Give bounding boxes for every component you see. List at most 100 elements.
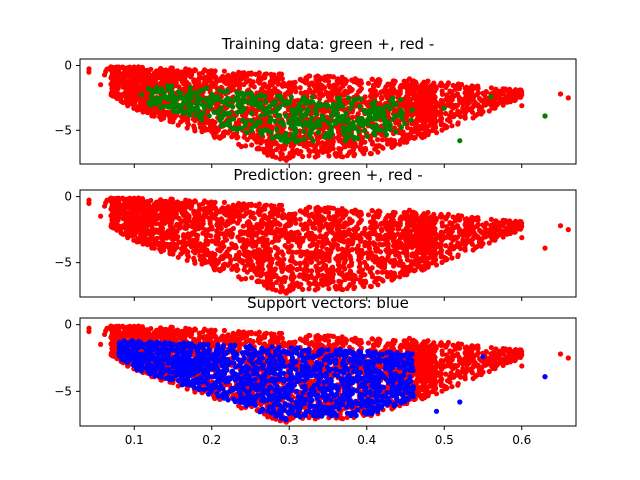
positive-point [272, 98, 278, 105]
positive-point [239, 125, 245, 131]
data-point [185, 252, 191, 258]
positive-point [364, 121, 370, 127]
positive-point [148, 93, 154, 99]
positive-point [207, 104, 213, 110]
data-point [452, 111, 458, 118]
data-point [425, 109, 431, 115]
data-point [131, 195, 137, 201]
data-point [316, 77, 323, 83]
positive-point [329, 105, 335, 111]
positive-point [185, 97, 191, 103]
positive-point [283, 113, 289, 119]
data-point [444, 82, 450, 88]
positive-point [396, 112, 402, 118]
data-point [500, 87, 506, 93]
data-point [316, 260, 322, 266]
data-point [219, 133, 225, 139]
data-point [375, 137, 381, 143]
positive-point [240, 91, 246, 97]
data-point [448, 98, 454, 104]
data-point [511, 94, 517, 100]
data-point [458, 109, 464, 115]
data-point [406, 104, 412, 110]
positive-point [169, 89, 175, 95]
positive-point [138, 92, 145, 98]
data-point [306, 153, 312, 159]
data-point [417, 96, 423, 103]
data-point [110, 88, 116, 94]
data-point [246, 78, 252, 84]
positive-point [267, 115, 274, 121]
data-point [384, 95, 390, 101]
data-point [414, 111, 420, 117]
data-point [462, 89, 468, 95]
positive-point [341, 114, 347, 120]
positive-point [199, 87, 205, 93]
data-point [517, 94, 524, 100]
positive-point [374, 127, 380, 133]
data-point [443, 243, 449, 249]
positive-point [373, 110, 380, 116]
data-point [475, 234, 481, 240]
data-point [428, 82, 435, 89]
data-point [137, 84, 143, 91]
positive-point [199, 112, 205, 118]
positive-point [269, 135, 275, 141]
data-point [163, 109, 170, 115]
positive-point [369, 101, 375, 107]
positive-point [178, 104, 184, 111]
data-point [268, 71, 274, 77]
data-point [200, 201, 206, 207]
data-point [435, 109, 441, 115]
data-point [131, 69, 137, 75]
data-point [279, 207, 285, 213]
positive-point [187, 112, 193, 118]
y-tick-label: −5 [54, 123, 72, 137]
data-point [392, 78, 398, 84]
data-point [298, 253, 304, 259]
data-point [306, 286, 312, 292]
data-point [309, 80, 315, 86]
data-point [312, 84, 318, 90]
positive-point [278, 96, 284, 102]
positive-point [343, 110, 349, 116]
data-point [282, 228, 288, 234]
positive-point [180, 110, 186, 116]
y-tick-label: 0 [64, 58, 72, 72]
positive-point [393, 129, 399, 135]
data-point [336, 146, 342, 152]
data-point [257, 80, 263, 86]
data-point [409, 253, 415, 259]
data-point [379, 96, 385, 102]
data-point [375, 269, 381, 275]
data-point [120, 84, 126, 90]
positive-point [408, 117, 414, 123]
data-point [438, 99, 444, 105]
data-point [401, 100, 407, 107]
data-point [158, 248, 164, 255]
data-point [167, 251, 173, 257]
data-point [149, 110, 155, 116]
data-point [158, 116, 164, 122]
data-point [361, 151, 367, 157]
data-point [201, 76, 207, 82]
data-point [356, 269, 362, 275]
data-point [319, 86, 325, 92]
data-point [300, 153, 306, 160]
data-point [335, 76, 341, 82]
data-point [366, 235, 373, 241]
data-point [110, 65, 116, 71]
positive-point [274, 126, 280, 132]
positive-point [248, 118, 254, 124]
data-point [352, 151, 358, 157]
data-point [136, 105, 142, 111]
positive-point [365, 116, 371, 122]
data-point [419, 124, 425, 130]
data-point [462, 100, 468, 106]
data-point [392, 107, 398, 113]
positive-point [355, 118, 361, 124]
data-point [244, 137, 250, 143]
data-point [236, 69, 242, 75]
data-point [368, 93, 374, 100]
